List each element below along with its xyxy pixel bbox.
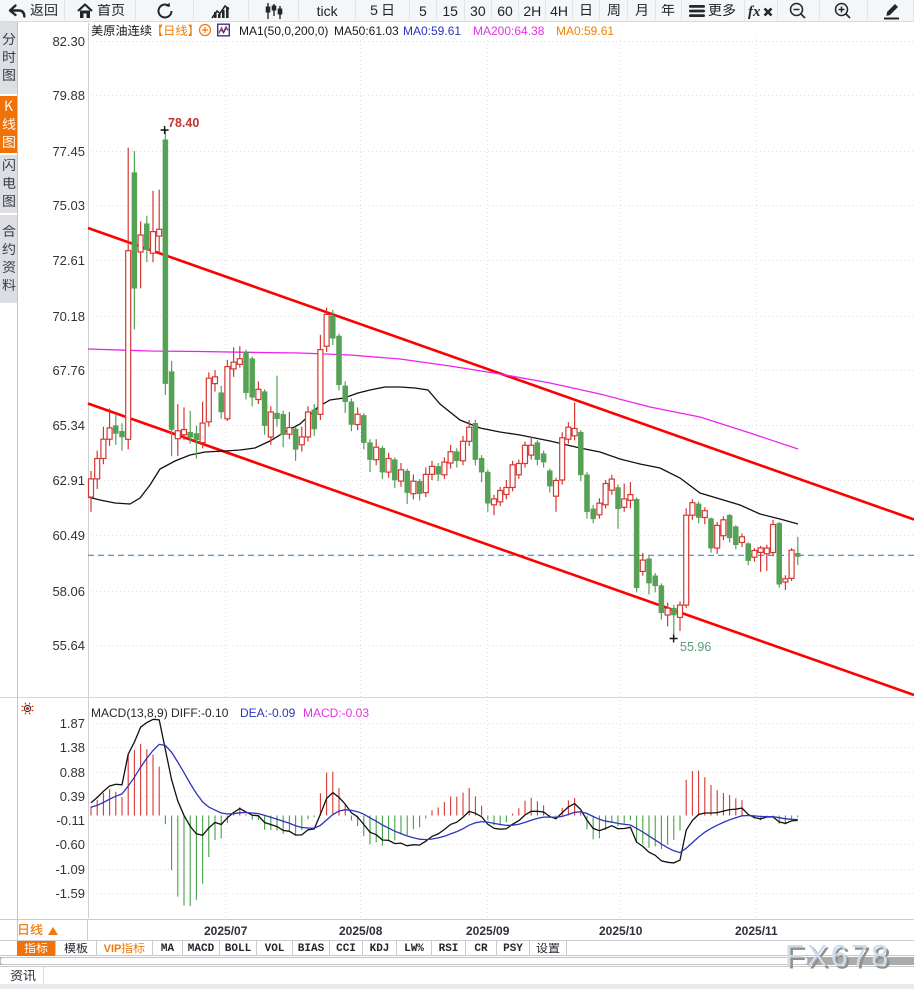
svg-text:1.38: 1.38 bbox=[60, 740, 85, 755]
svg-text:fx: fx bbox=[748, 4, 761, 19]
svg-text:67.76: 67.76 bbox=[52, 363, 85, 378]
svg-text:MA1(50,0,200,0): MA1(50,0,200,0) bbox=[239, 24, 328, 38]
svg-text:MA200:64.38: MA200:64.38 bbox=[473, 24, 545, 38]
svg-text:55.64: 55.64 bbox=[52, 638, 85, 653]
svg-text:-1.59: -1.59 bbox=[55, 886, 85, 901]
svg-text:78.40: 78.40 bbox=[168, 116, 199, 130]
svg-text:58.06: 58.06 bbox=[52, 584, 85, 599]
svg-text:1.87: 1.87 bbox=[60, 716, 85, 731]
svg-text:79.88: 79.88 bbox=[52, 88, 85, 103]
svg-text:MACD:-0.03: MACD:-0.03 bbox=[303, 706, 369, 720]
svg-text:75.03: 75.03 bbox=[52, 198, 85, 213]
svg-text:70.18: 70.18 bbox=[52, 309, 85, 324]
svg-text:55.96: 55.96 bbox=[680, 640, 711, 654]
svg-text:60.49: 60.49 bbox=[52, 528, 85, 543]
svg-text:MA0:59.61: MA0:59.61 bbox=[403, 24, 461, 38]
svg-text:-0.11: -0.11 bbox=[56, 813, 85, 828]
svg-text:72.61: 72.61 bbox=[52, 253, 85, 268]
svg-text:MA0:59.61: MA0:59.61 bbox=[556, 24, 614, 38]
svg-text:-0.60: -0.60 bbox=[55, 837, 85, 852]
svg-text:62.91: 62.91 bbox=[52, 473, 85, 488]
svg-text:MA50:61.03: MA50:61.03 bbox=[334, 24, 399, 38]
svg-text:DEA:-0.09: DEA:-0.09 bbox=[240, 706, 296, 720]
svg-text:0.39: 0.39 bbox=[60, 789, 85, 804]
svg-text:-1.09: -1.09 bbox=[55, 862, 85, 877]
svg-text:MACD(13,8,9) DIFF:-0.10: MACD(13,8,9) DIFF:-0.10 bbox=[91, 706, 229, 720]
svg-text:77.45: 77.45 bbox=[52, 144, 85, 159]
svg-text:65.34: 65.34 bbox=[52, 418, 85, 433]
svg-text:82.30: 82.30 bbox=[52, 34, 85, 49]
svg-text:0.88: 0.88 bbox=[60, 765, 85, 780]
